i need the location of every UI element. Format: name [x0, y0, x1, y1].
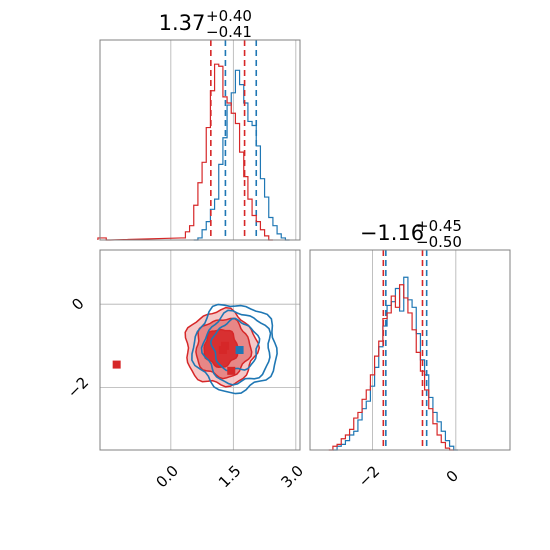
scatter-param1-param2-frame [99, 249, 301, 451]
panel-hist-param1: 1.37 +0.40−0.41 [97, 7, 301, 241]
scatter-param1-param2-xtick-label-0: 0.0 [152, 462, 182, 492]
hist-param2-xtick-label-1: 0 [443, 467, 462, 486]
scatter-param1-param2-xtick-label-2: 3.0 [277, 462, 307, 492]
hist-param1-title-upper: +0.40 [206, 7, 252, 25]
scatter-param1-param2-blue-marker-0 [235, 346, 244, 354]
hist-param2-title: −1.16 [360, 221, 424, 245]
panel-contour-param1-param2: 0.0 1.5 3.0 −2 0 [64, 249, 307, 492]
scatter-param1-param2-blue-contour-0 [191, 303, 278, 395]
hist-param1-title-lower: −0.41 [206, 23, 252, 41]
hist-param2-series-red-histogram [328, 284, 454, 451]
scatter-param1-param2-blue-contour-1 [200, 309, 272, 386]
hist-param2-title-lower: −0.50 [416, 233, 462, 251]
hist-param2-series-blue-histogram [332, 276, 458, 451]
hist-param1-frame [99, 39, 301, 241]
hist-param1-title: 1.37 [159, 11, 206, 35]
scatter-param1-param2-ytick-label-0: −2 [64, 373, 92, 401]
hist-param1-series-red-histogram [97, 63, 273, 241]
panel-hist-param2: −1.16+0.45−0.50 −2 0 [309, 217, 511, 491]
scatter-param1-param2-ytick-label-1: 0 [68, 294, 87, 313]
hist-param2-title-upper: +0.45 [416, 217, 462, 235]
hist-param2-frame [309, 249, 511, 451]
scatter-param1-param2-red-marker-1 [221, 341, 229, 350]
hist-param2-xtick-label-0: −2 [355, 462, 383, 490]
scatter-param1-param2-red-marker-2 [227, 366, 236, 375]
scatter-param1-param2-red-marker-3 [218, 346, 227, 354]
hist-param1-series-blue-histogram [193, 69, 290, 241]
scatter-param1-param2-blue-contour-2 [209, 317, 261, 372]
scatter-param1-param2-red-marker-0 [112, 360, 121, 369]
scatter-param1-param2-xtick-label-1: 1.5 [215, 462, 245, 492]
